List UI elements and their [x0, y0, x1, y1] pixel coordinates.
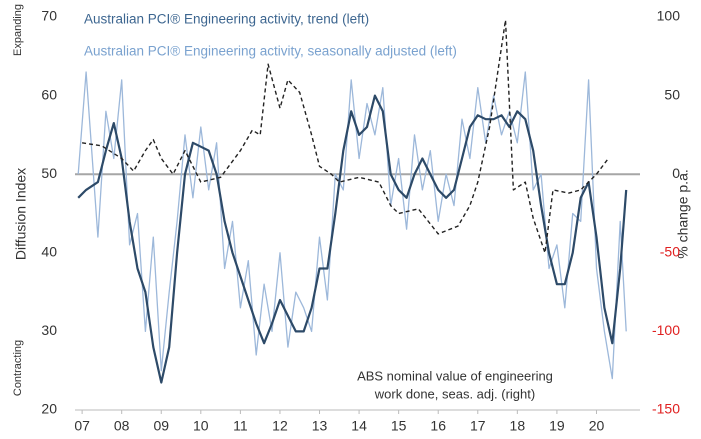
series-line — [77, 94, 628, 384]
x-tick-label: 20 — [589, 418, 605, 434]
x-tick-label: 19 — [549, 418, 565, 434]
x-tick-label: 13 — [312, 418, 328, 434]
x-tick-label: 08 — [114, 418, 130, 434]
legend-entry: Australian PCI® Engineering activity, tr… — [84, 12, 369, 27]
x-tick-label: 09 — [153, 418, 169, 434]
annotation: work done, seas. adj. (right) — [374, 386, 535, 401]
y2-axis-label: % change p.a. — [675, 169, 691, 259]
series-line — [81, 19, 609, 254]
x-tick-label: 11 — [233, 418, 248, 434]
y2-tick-label: 0 — [672, 165, 680, 181]
y2-tick-label: 50 — [664, 86, 680, 102]
y-tick-label: 60 — [41, 86, 57, 102]
y-tick-label: 30 — [41, 322, 57, 338]
x-tick-label: 14 — [351, 418, 367, 434]
y-tick-label: 20 — [41, 401, 57, 417]
y-tick-label: 70 — [41, 8, 57, 24]
x-tick-label: 07 — [74, 418, 90, 434]
bottom-note: Contracting — [12, 340, 24, 396]
x-tick-label: 10 — [193, 418, 209, 434]
top-note: Expanding — [12, 4, 24, 56]
legend-entry: Australian PCI® Engineering activity, se… — [84, 44, 457, 59]
x-tick-label: 18 — [510, 418, 526, 434]
y2-tick-label: -50 — [660, 244, 680, 260]
y2-tick-label: -100 — [652, 322, 680, 338]
y2-tick-label: -150 — [652, 401, 680, 417]
y-tick-label: 40 — [41, 244, 57, 260]
y-tick-label: 50 — [41, 165, 57, 181]
x-tick-label: 12 — [272, 418, 288, 434]
y-axis-label: Diffusion Index — [13, 168, 29, 260]
x-tick-label: 15 — [391, 418, 407, 434]
x-tick-label: 16 — [430, 418, 446, 434]
y2-tick-label: 100 — [657, 8, 681, 24]
annotation: ABS nominal value of engineering — [357, 368, 553, 383]
x-tick-label: 17 — [470, 418, 486, 434]
